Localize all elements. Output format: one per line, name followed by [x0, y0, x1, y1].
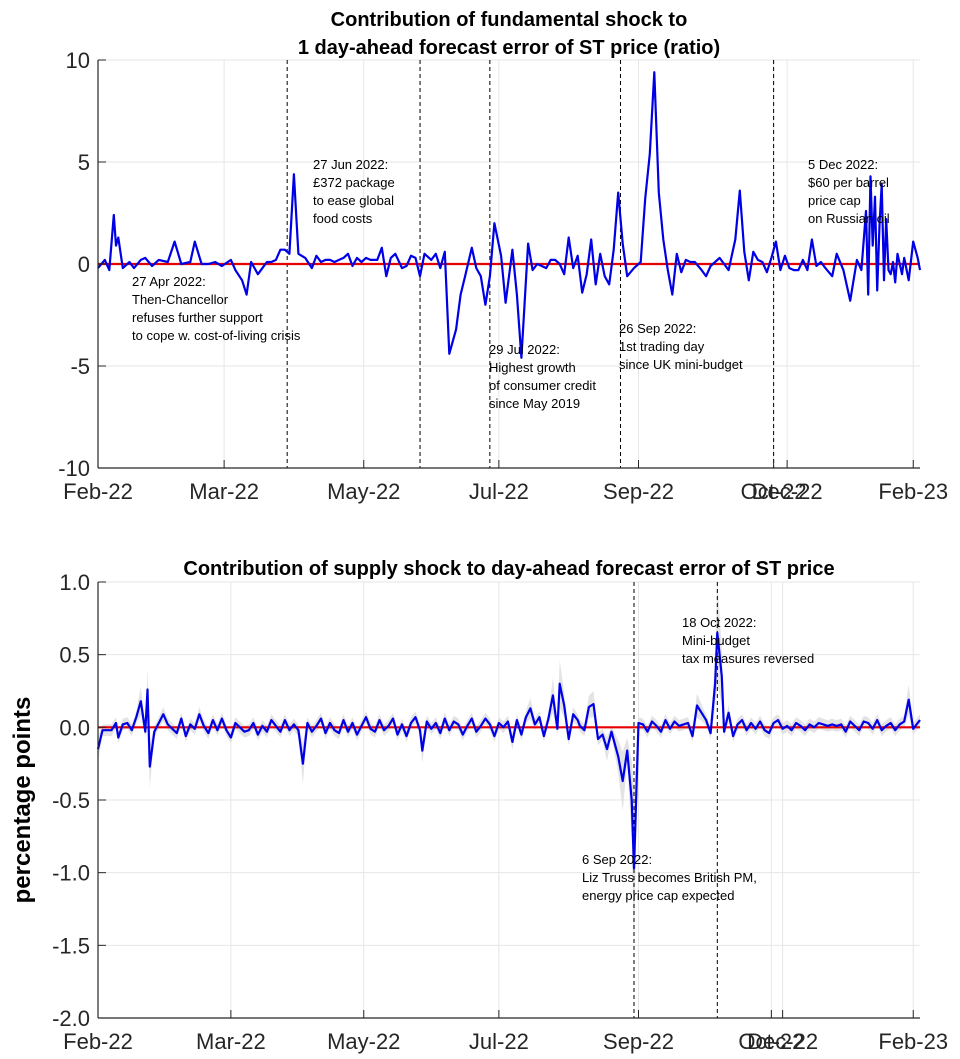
x-tick-label: Sep-22 — [603, 479, 674, 504]
event-annotation: 29 Jul 2022: Highest growth of consumer cr… — [489, 342, 596, 411]
y-tick-label: 1.0 — [59, 570, 90, 595]
y-tick-label: -2.0 — [52, 1006, 90, 1031]
annotation-line: 6 Sep 2022: — [582, 852, 652, 867]
annotation-line: 27 Jun 2022: — [313, 157, 388, 172]
x-tick-label: Sep-22 — [603, 1029, 674, 1054]
y-tick-label: -1.0 — [52, 861, 90, 886]
confidence-band — [98, 580, 920, 946]
event-annotation: 6 Sep 2022: Liz Truss becomes British PM,… — [582, 852, 757, 903]
x-tick-label: Feb-22 — [63, 1029, 133, 1054]
annotation-line: since UK mini-budget — [619, 357, 743, 372]
x-tick-label: Jul-22 — [469, 479, 529, 504]
chart-title: 1 day-ahead forecast error of ST price (… — [298, 37, 720, 59]
annotation-line: to cope w. cost-of-living crisis — [132, 328, 301, 343]
x-tick-label: May-22 — [327, 479, 400, 504]
x-tick-label: May-22 — [327, 1029, 400, 1054]
chart-title: Contribution of supply shock to day-ahea… — [183, 558, 834, 580]
event-annotation: 5 Dec 2022: $60 per barrel price cap on Rus… — [808, 157, 890, 226]
y-tick-label: 0 — [78, 252, 90, 277]
event-annotation: 26 Sep 2022: 1st trading day since UK mini… — [619, 321, 743, 372]
annotation-line: Liz Truss becomes British PM, — [582, 870, 757, 885]
y-tick-label: 10 — [66, 48, 90, 73]
x-tick-label: Dec-22 — [747, 1029, 818, 1054]
y-tick-label: -5 — [70, 354, 90, 379]
annotation-line: tax measures reversed — [682, 651, 814, 666]
event-annotation: 27 Jun 2022: £372 package to ease global fo… — [313, 157, 395, 226]
annotation-line: 1st trading day — [619, 339, 705, 354]
annotation-line: Highest growth — [489, 360, 576, 375]
annotation-line: of consumer credit — [489, 378, 596, 393]
annotation-line: since May 2019 — [489, 396, 580, 411]
annotation-line: 26 Sep 2022: — [619, 321, 696, 336]
annotation-line: energy price cap expected — [582, 888, 734, 903]
chart-title: Contribution of fundamental shock to — [331, 9, 688, 31]
y-axis-label: percentage points — [9, 697, 36, 904]
annotation-line: 27 Apr 2022: — [132, 274, 206, 289]
annotation-line: to ease global — [313, 193, 394, 208]
x-tick-label: Feb-23 — [878, 479, 948, 504]
annotation-line: 18 Oct 2022: — [682, 615, 756, 630]
x-tick-label: Mar-22 — [196, 1029, 266, 1054]
x-tick-label: Mar-22 — [189, 479, 259, 504]
x-tick-label: Oct-22 — [741, 479, 807, 504]
y-tick-label: -0.5 — [52, 788, 90, 813]
event-annotation: 18 Oct 2022: Mini-budget tax measures reve… — [682, 615, 814, 666]
y-tick-label: 0.0 — [59, 715, 90, 740]
annotation-line: Mini-budget — [682, 633, 750, 648]
annotation-line: 29 Jul 2022: — [489, 342, 560, 357]
x-tick-label: Dec-22 — [752, 479, 823, 504]
series-line — [97, 71, 922, 359]
annotation-line: price cap — [808, 193, 861, 208]
x-tick-label: Jul-22 — [469, 1029, 529, 1054]
annotation-line: food costs — [313, 211, 373, 226]
x-tick-label: Feb-23 — [878, 1029, 948, 1054]
y-tick-label: 0.5 — [59, 643, 90, 668]
x-tick-label: Oct-22 — [738, 1029, 804, 1054]
annotation-line: $60 per barrel — [808, 175, 889, 190]
y-tick-label: -10 — [58, 456, 90, 481]
x-tick-label: Feb-22 — [63, 479, 133, 504]
annotation-line: £372 package — [313, 175, 395, 190]
event-annotation: 27 Apr 2022: Then-Chancellor refuses furth… — [132, 274, 301, 343]
y-tick-label: -1.5 — [52, 933, 90, 958]
y-tick-label: 5 — [78, 150, 90, 175]
annotation-line: on Russian oil — [808, 211, 890, 226]
series-line — [96, 631, 921, 870]
annotation-line: 5 Dec 2022: — [808, 157, 878, 172]
annotation-line: refuses further support — [132, 310, 263, 325]
annotation-line: Then-Chancellor — [132, 292, 229, 307]
